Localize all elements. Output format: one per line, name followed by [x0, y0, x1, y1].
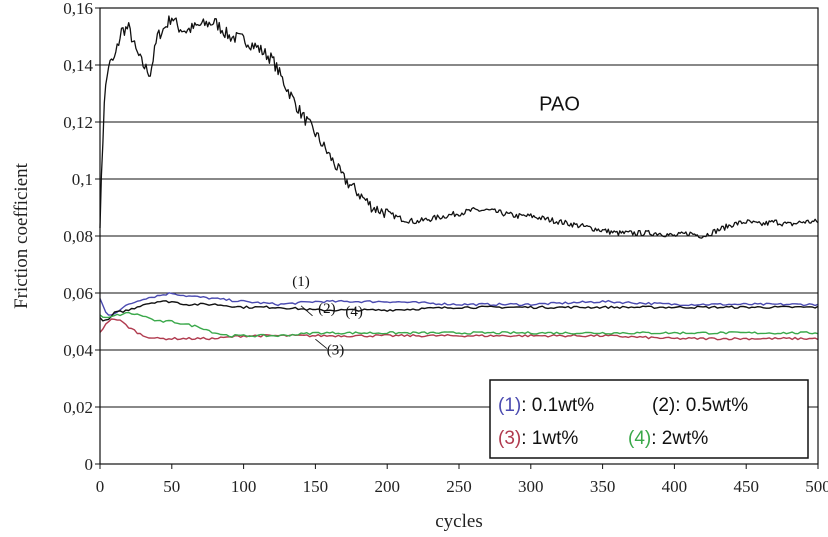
x-tick-label: 250 — [446, 477, 472, 496]
y-tick-label: 0,04 — [63, 341, 93, 360]
series-group — [99, 15, 819, 341]
x-tick-label: 450 — [733, 477, 759, 496]
legend-box — [489, 379, 809, 459]
legend: (1): 0.1wt% (2): 0.5wt% (3): 1wt% (4): 2wt% — [489, 379, 809, 459]
annotation-label: (1) — [292, 274, 310, 290]
legend-entry-text: : 0.5wt% — [675, 395, 748, 416]
series-line-3 — [99, 300, 819, 322]
y-tick-label: 0,14 — [63, 56, 93, 75]
series-line-1 — [99, 15, 819, 239]
y-tick-label: 0,02 — [63, 398, 93, 417]
y-tick-label: 0 — [85, 455, 94, 474]
legend-entry: (3): 1wt% — [498, 428, 578, 449]
x-tick-label: 500 — [805, 477, 828, 496]
y-tick-label: 0,08 — [63, 227, 93, 246]
y-tick-label: 0,12 — [63, 113, 93, 132]
legend-marker-label: (4) — [628, 428, 651, 449]
y-tick-label: 0,1 — [72, 170, 93, 189]
x-tick-label: 50 — [163, 477, 180, 496]
x-tick-label: 0 — [96, 477, 105, 496]
series-line-4 — [99, 318, 819, 341]
y-axis-ticks: 0 0,02 0,04 0,06 0,08 0,1 0,12 0,14 0,16 — [63, 0, 100, 474]
legend-entry-text: : 1wt% — [521, 428, 578, 449]
annotation-leader — [300, 305, 313, 317]
legend-marker-label: (3) — [498, 428, 521, 449]
series-line-5 — [99, 311, 819, 338]
x-tick-label: 200 — [374, 477, 400, 496]
legend-entry: (1): 0.1wt% — [498, 395, 594, 416]
legend-marker-label: (2) — [652, 395, 675, 416]
legend-entry-text: : 0.1wt% — [521, 395, 594, 416]
x-tick-label: 150 — [303, 477, 329, 496]
annotation-leader — [315, 338, 328, 349]
series-line-2 — [99, 292, 819, 316]
legend-marker-label: (1) — [498, 395, 521, 416]
x-tick-label: 350 — [590, 477, 616, 496]
annotation-label: (4) — [345, 304, 363, 320]
x-tick-label: 300 — [518, 477, 544, 496]
y-tick-label: 0,16 — [63, 0, 93, 18]
legend-entry: (2): 0.5wt% — [652, 395, 748, 416]
x-tick-label: 100 — [231, 477, 257, 496]
annotations: PAO (1) (2) (4) (3) — [292, 94, 580, 359]
x-axis-ticks: 0 50 100 150 200 250 300 350 400 450 500 — [96, 464, 828, 496]
x-axis-title: cycles — [435, 511, 482, 532]
x-tick-label: 400 — [662, 477, 688, 496]
legend-entry: (4): 2wt% — [628, 428, 708, 449]
annotation-label: PAO — [539, 94, 580, 116]
y-axis-title: Friction coefficient — [11, 162, 32, 309]
annotation-label: (2) — [318, 301, 336, 317]
annotation-label: (3) — [327, 342, 345, 358]
legend-entry-text: : 2wt% — [651, 428, 708, 449]
y-tick-label: 0,06 — [63, 284, 93, 303]
